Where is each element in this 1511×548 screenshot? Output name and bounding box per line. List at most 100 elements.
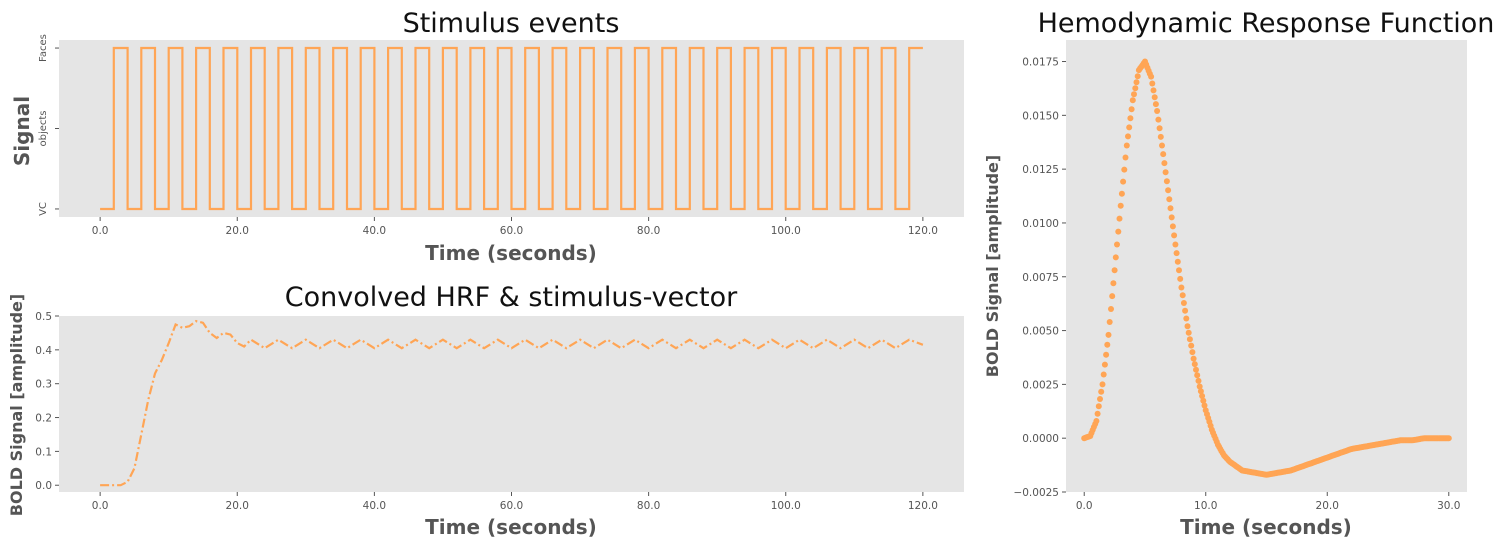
plot-area (1066, 40, 1467, 492)
hrf-point (1168, 214, 1175, 221)
hrf-point (1169, 223, 1176, 230)
y-tick-label: −0.0025 (1013, 487, 1059, 499)
y-axis-label: BOLD Signal [amplitude] (7, 294, 26, 516)
hrf-point (1150, 87, 1157, 94)
x-tick-label: 100.0 (771, 225, 801, 237)
hrf-point (1122, 154, 1129, 161)
hrf-point (1099, 381, 1106, 388)
hrf-point (1163, 178, 1170, 185)
x-tick-label: 80.0 (637, 225, 660, 237)
hrf-point (1154, 108, 1161, 114)
y-tick-label: 0.5 (35, 311, 52, 323)
x-tick-label: 40.0 (363, 500, 386, 512)
x-axis: 0.0 10.0 20.0 30.0 (1076, 492, 1460, 512)
hrf-point (1103, 351, 1110, 358)
x-axis-label: Time (seconds) (1180, 515, 1352, 539)
hrf-point (1166, 196, 1173, 203)
plot-area (59, 316, 964, 492)
hrf-point (1110, 280, 1117, 287)
y-tick-label: 0.0000 (1022, 433, 1059, 445)
convolved-response-chart: Convolved HRF & stimulus-vector 0.0 20.0 4… (7, 282, 964, 539)
y-tick-label: 0.3 (35, 379, 52, 391)
hrf-point (1105, 331, 1112, 338)
y-tick-label: 0.1 (35, 446, 52, 458)
hrf-point (1121, 166, 1128, 173)
x-tick-label: 0.0 (92, 500, 109, 512)
hrf-point (1179, 292, 1186, 299)
hrf-point (1114, 241, 1120, 248)
hrf-point (1094, 410, 1101, 417)
y-tick-label: 0.2 (35, 413, 52, 425)
chart-title: Stimulus events (403, 8, 620, 39)
hrf-point (1104, 341, 1111, 348)
hrf-point (1100, 371, 1107, 378)
hrf-point (1097, 396, 1103, 402)
x-axis: 0.0 20.0 40.0 60.0 80.0 100.0 120.0 (92, 492, 938, 512)
x-tick-label: 120.0 (908, 225, 938, 237)
hrf-point (1178, 284, 1185, 291)
hrf-point (1098, 388, 1105, 395)
hrf-point (1157, 133, 1164, 140)
hrf-point (1127, 115, 1134, 122)
y-tick-label: 0.0025 (1022, 379, 1059, 391)
x-tick-label: 30.0 (1437, 500, 1460, 512)
y-axis-label: Signal (10, 96, 34, 166)
hrf-point (1117, 202, 1124, 209)
y-axis: −0.0025 0.0000 0.0025 0.0050 0.0075 0.0100 0.0… (1013, 57, 1066, 499)
hrf-point (1106, 319, 1113, 325)
hrf-point (1184, 323, 1191, 330)
hrf-point (1190, 355, 1197, 362)
hrf-point (1155, 116, 1162, 123)
y-tick-label: 0.0100 (1022, 218, 1059, 230)
hrf-point (1111, 267, 1118, 274)
hrf-point (1193, 366, 1199, 373)
hrf-point (1172, 241, 1179, 248)
hrf-point (1116, 215, 1123, 222)
hrf-point (1194, 372, 1201, 379)
x-tick-label: 60.0 (500, 225, 523, 237)
x-tick-label: 100.0 (771, 500, 801, 512)
y-tick-label: 0.0075 (1022, 272, 1059, 284)
hrf-point (1165, 187, 1172, 194)
hrf-point (1149, 80, 1156, 87)
y-tick-label: 0.0125 (1022, 164, 1059, 176)
hrf-point (1176, 267, 1182, 274)
hrf-point (1133, 79, 1140, 86)
hrf-point (1183, 315, 1190, 322)
x-tick-label: 10.0 (1194, 500, 1217, 512)
hrf-point (1200, 397, 1207, 404)
chart-title: Hemodynamic Response Function (1038, 8, 1495, 39)
y-axis: VC objects Faces (38, 34, 59, 216)
hrf-point (1189, 349, 1196, 356)
x-axis-label: Time (seconds) (425, 515, 597, 539)
hrf-point (1132, 85, 1139, 92)
stimulus-events-chart: Stimulus events 0.0 20.0 40.0 60.0 80.0 100.0… (10, 8, 964, 265)
hrf-point (1197, 388, 1204, 395)
hrf-point (1167, 205, 1174, 212)
hrf-point (1182, 307, 1189, 314)
hrf-point (1162, 169, 1169, 176)
y-tick-label: 0.0150 (1022, 110, 1059, 122)
hrf-point (1201, 402, 1208, 409)
hrf-point (1131, 91, 1137, 98)
y-tick-label: Faces (38, 34, 49, 62)
y-axis-label: BOLD Signal [amplitude] (983, 155, 1002, 377)
y-tick-label: VC (38, 202, 49, 216)
hrf-point (1101, 361, 1108, 368)
hrf-point (1123, 142, 1130, 149)
x-tick-label: 0.0 (1076, 500, 1093, 512)
hrf-point (1148, 73, 1155, 80)
stimulus-line (100, 46, 923, 211)
hrf-point (1112, 254, 1119, 261)
hrf-point (1109, 293, 1116, 300)
hrf-point (1174, 258, 1181, 265)
hrf-point (1180, 300, 1187, 306)
series-hrf (1081, 58, 1452, 478)
hrf-point (1134, 73, 1141, 80)
hrf-chart: Hemodynamic Response Function 0.0 10.0 20.… (983, 8, 1494, 539)
hrf-point (1120, 178, 1127, 185)
y-tick-label: 0.0050 (1022, 326, 1059, 338)
hrf-point (1196, 383, 1203, 390)
x-tick-label: 60.0 (500, 500, 523, 512)
hrf-point (1156, 125, 1163, 132)
